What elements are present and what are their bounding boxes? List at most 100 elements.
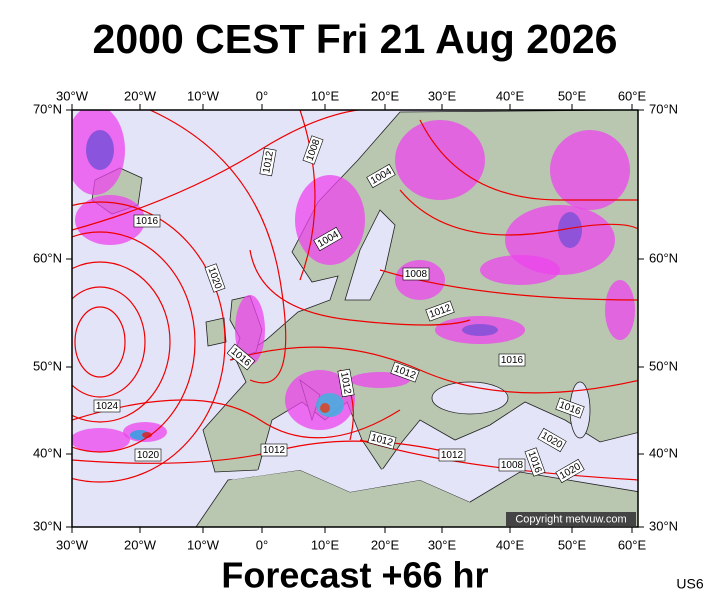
map-layers bbox=[72, 110, 638, 527]
map-frame bbox=[71, 109, 639, 528]
isobar bbox=[419, 119, 638, 201]
isobar-label-text: 1012 bbox=[338, 371, 353, 395]
isobar-label: 1012 bbox=[259, 147, 277, 177]
precipitation-core bbox=[316, 393, 344, 417]
isobar-label-box bbox=[226, 343, 256, 371]
precipitation-core bbox=[86, 130, 114, 170]
isobar-label-box bbox=[537, 427, 567, 453]
lon-label-bottom: 20°W bbox=[124, 537, 157, 552]
isobar bbox=[72, 231, 196, 453]
lat-label-right: 40°N bbox=[649, 445, 678, 460]
lat-label-right: 30°N bbox=[649, 518, 678, 533]
isobar-label-box bbox=[390, 361, 420, 383]
lon-label-top: 20°W bbox=[124, 88, 157, 103]
isobar-label-box bbox=[555, 397, 585, 419]
isobar-label-text: 1008 bbox=[501, 460, 524, 471]
lat-label-left: 60°N bbox=[33, 250, 62, 265]
lon-label-top: 30°E bbox=[428, 88, 457, 103]
lat-label-left: 30°N bbox=[33, 518, 62, 533]
isobar bbox=[72, 286, 146, 398]
isobar-label: 1012 bbox=[367, 430, 397, 450]
precipitation bbox=[480, 255, 560, 285]
isobar-label-box bbox=[524, 447, 546, 477]
lon-label-bottom: 30°E bbox=[428, 537, 457, 552]
lon-label-top: 50°E bbox=[558, 88, 587, 103]
isobar-label-box bbox=[302, 135, 324, 165]
lon-label-bottom: 30°W bbox=[56, 537, 89, 552]
isobar-label: 1016 bbox=[133, 214, 161, 228]
isobar bbox=[399, 189, 638, 236]
precipitation bbox=[235, 295, 265, 365]
black-sea bbox=[431, 381, 509, 415]
isobar-label-box bbox=[259, 147, 277, 177]
isobar-label-box bbox=[366, 163, 396, 189]
forecast-label: Forecast +66 hr bbox=[221, 555, 488, 596]
isobar bbox=[72, 399, 401, 439]
isobar-label-text: 1012 bbox=[261, 150, 276, 174]
isobar-label: 1024 bbox=[93, 399, 121, 413]
precipitation bbox=[605, 280, 635, 340]
isobar-label-box bbox=[425, 300, 455, 322]
lon-label-bottom: 40°E bbox=[496, 537, 525, 552]
lon-label-top: 0° bbox=[256, 88, 268, 103]
isobar-label-text: 1024 bbox=[96, 401, 119, 412]
lon-label-top: 10°W bbox=[187, 88, 220, 103]
copyright: Copyright metvuw.com bbox=[515, 513, 626, 525]
lon-label-bottom: 10°E bbox=[311, 537, 340, 552]
isobar-label: 1016 bbox=[498, 353, 526, 367]
land bbox=[205, 317, 227, 347]
isobar-label-box bbox=[134, 448, 162, 462]
isobar-label-text: 1012 bbox=[263, 445, 286, 456]
isobar-label-box bbox=[402, 267, 430, 281]
isobar bbox=[299, 110, 316, 281]
lon-label-bottom: 0° bbox=[256, 537, 268, 552]
lat-label-right: 70°N bbox=[649, 101, 678, 116]
lon-label-top: 40°E bbox=[496, 88, 525, 103]
isobar bbox=[72, 201, 226, 483]
isobar-label-box bbox=[438, 448, 466, 462]
isobar-label-box bbox=[498, 353, 526, 367]
lat-label-left: 50°N bbox=[33, 358, 62, 373]
isobar-label-box bbox=[367, 430, 397, 450]
lon-label-bottom: 10°W bbox=[187, 537, 220, 552]
precipitation bbox=[550, 130, 630, 210]
isobar bbox=[249, 249, 471, 326]
isobar-label: 1020 bbox=[134, 448, 162, 462]
isobar-label-box bbox=[133, 214, 161, 228]
lon-label-top: 60°E bbox=[618, 88, 647, 103]
copyright-box bbox=[506, 512, 636, 526]
precipitation bbox=[295, 175, 365, 265]
isobar-label: 1008 bbox=[402, 267, 430, 281]
isobar-label: 1012 bbox=[260, 443, 288, 457]
lon-label-top: 10°E bbox=[311, 88, 340, 103]
isobar bbox=[72, 261, 171, 423]
isobar-label-text: 1016 bbox=[136, 216, 159, 227]
isobar-label-box bbox=[313, 226, 343, 252]
isobar-label-box bbox=[498, 458, 526, 472]
isobar-label-text: 1008 bbox=[405, 269, 428, 280]
isobar-label-box bbox=[260, 443, 288, 457]
mediterranean bbox=[230, 440, 470, 502]
title: 2000 CEST Fri 21 Aug 2026 bbox=[93, 16, 618, 62]
isobar bbox=[149, 110, 287, 384]
lon-label-bottom: 20°E bbox=[371, 537, 400, 552]
lat-label-right: 50°N bbox=[649, 358, 678, 373]
run-code: US6 bbox=[676, 576, 703, 592]
isobar-label-box bbox=[337, 368, 355, 398]
isobar-label-text: 1020 bbox=[137, 450, 160, 461]
lon-label-top: 30°W bbox=[56, 88, 89, 103]
precipitation bbox=[72, 428, 130, 452]
lat-label-left: 40°N bbox=[33, 445, 62, 460]
isobar-label-box bbox=[93, 399, 121, 413]
isobar bbox=[74, 306, 126, 378]
isobar-label: 1012 bbox=[438, 448, 466, 462]
lon-label-bottom: 60°E bbox=[618, 537, 647, 552]
baltic-sea bbox=[344, 209, 396, 301]
lat-label-left: 70°N bbox=[33, 101, 62, 116]
precipitation-core bbox=[558, 212, 582, 248]
isobar-label-box bbox=[555, 458, 585, 484]
isobar-label-text: 1012 bbox=[441, 450, 464, 461]
